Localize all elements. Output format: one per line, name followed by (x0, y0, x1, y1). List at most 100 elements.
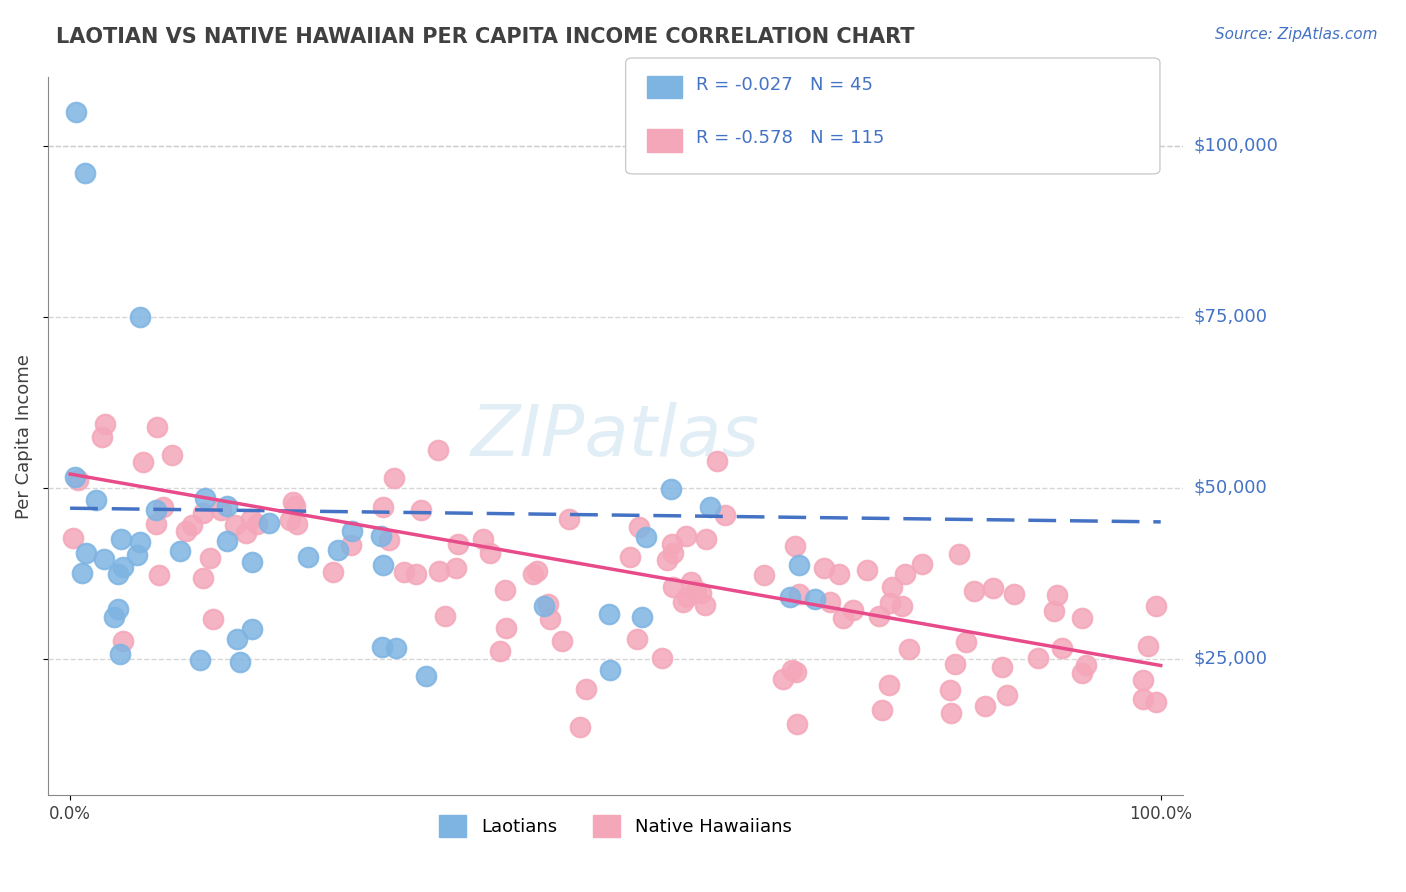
Point (94, 417, 117, 431)
Text: $100,000: $100,000 (1194, 136, 1278, 155)
Point (65, 104, 87, 119)
Point (911, 557, 934, 571)
Point (215, 500, 238, 514)
Point (898, 642, 921, 657)
Point (370, 529, 392, 543)
Point (174, 524, 197, 538)
Point (662, 546, 685, 560)
Point (599, 663, 621, 677)
Point (877, 678, 900, 692)
Point (780, 664, 803, 678)
Point (1132, 692, 1154, 706)
Point (193, 506, 215, 520)
Point (693, 598, 716, 612)
Point (880, 580, 903, 594)
Point (128, 310, 150, 324)
Point (378, 533, 401, 548)
Point (446, 561, 468, 575)
Point (868, 609, 890, 624)
Point (283, 495, 305, 509)
Point (893, 566, 915, 581)
Point (598, 607, 620, 621)
Point (257, 516, 280, 530)
Point (148, 568, 170, 582)
Point (201, 612, 224, 626)
Point (107, 602, 129, 616)
Point (326, 543, 349, 558)
Point (659, 483, 682, 497)
Text: $50,000: $50,000 (1194, 479, 1267, 497)
Point (394, 565, 416, 579)
Point (943, 657, 966, 671)
Point (415, 669, 437, 683)
Point (772, 672, 794, 686)
Point (180, 518, 202, 533)
Point (1046, 589, 1069, 603)
Point (550, 633, 572, 648)
Point (575, 681, 598, 696)
Point (371, 500, 394, 515)
Point (371, 558, 394, 572)
Point (125, 549, 148, 563)
Point (537, 597, 560, 611)
Point (108, 648, 131, 662)
Point (1070, 610, 1092, 624)
Point (472, 532, 495, 546)
Point (240, 622, 263, 636)
Point (342, 524, 364, 538)
Point (706, 454, 728, 468)
Text: R = -0.578   N = 115: R = -0.578 N = 115 (696, 129, 884, 147)
Point (1146, 599, 1168, 614)
Point (322, 565, 344, 579)
Point (1042, 604, 1064, 618)
Point (152, 500, 174, 514)
Point (194, 491, 217, 505)
Point (779, 591, 801, 605)
Point (522, 567, 544, 582)
Point (200, 551, 222, 566)
Point (129, 534, 152, 549)
Point (103, 609, 125, 624)
Point (752, 568, 775, 582)
Point (110, 533, 132, 547)
Point (785, 665, 807, 679)
Point (188, 652, 211, 666)
Point (651, 651, 673, 665)
Point (828, 566, 851, 581)
Point (411, 502, 433, 516)
Point (1144, 695, 1167, 709)
Point (941, 706, 963, 721)
Point (433, 609, 456, 624)
Point (842, 603, 865, 617)
Point (246, 516, 269, 531)
Point (226, 632, 249, 647)
Point (634, 530, 657, 544)
Point (447, 537, 470, 551)
Point (631, 609, 654, 624)
Point (832, 611, 855, 625)
Point (558, 512, 581, 526)
Point (626, 632, 648, 646)
Point (679, 575, 702, 590)
Point (1070, 665, 1092, 680)
Point (112, 560, 135, 574)
Point (818, 595, 841, 609)
Text: Source: ZipAtlas.com: Source: ZipAtlas.com (1215, 27, 1378, 42)
Point (619, 550, 641, 565)
Point (955, 635, 977, 649)
Point (112, 634, 135, 648)
Point (974, 699, 997, 714)
Point (240, 512, 263, 526)
Point (235, 525, 257, 540)
Point (569, 720, 592, 734)
Point (981, 581, 1004, 595)
Point (145, 517, 167, 532)
Point (856, 562, 879, 576)
Point (627, 520, 650, 534)
Point (1132, 673, 1154, 688)
Point (872, 703, 894, 717)
Point (879, 596, 901, 610)
Point (285, 516, 308, 531)
Point (67, 473, 90, 487)
Point (209, 503, 232, 517)
